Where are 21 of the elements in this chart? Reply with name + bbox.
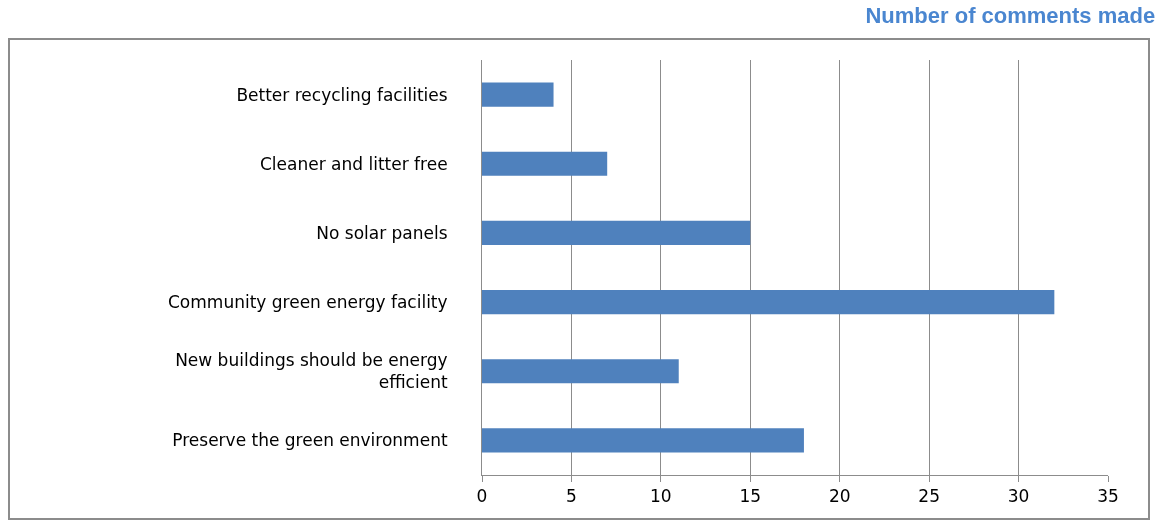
bar [482, 82, 554, 107]
y-tick-label: Better recycling facilities [236, 84, 448, 105]
x-tick-label: 10 [650, 486, 672, 507]
x-tick-label: 5 [566, 486, 577, 507]
x-tick-label: 0 [476, 486, 488, 507]
y-tick-label: Cleaner and litter free [259, 153, 448, 174]
bar [482, 220, 751, 246]
y-tick-label: Community green energy facility [168, 292, 448, 313]
bar [482, 151, 608, 176]
y-tick-label: Preserve the green environment [172, 430, 448, 451]
chart-title: Number of comments made [865, 3, 1156, 29]
x-tick-label: 35 [1097, 486, 1119, 507]
y-tick-label: No solar panels [316, 222, 448, 243]
x-tick-label: 15 [739, 486, 762, 507]
x-tick-label: 30 [1007, 486, 1030, 507]
bar [482, 289, 1055, 315]
y-tick-label: New buildings should be energy efficient [175, 350, 448, 393]
bar [482, 359, 679, 384]
x-tick-label: 25 [918, 486, 940, 507]
x-tick-label: 20 [828, 486, 851, 507]
bar [482, 428, 804, 453]
